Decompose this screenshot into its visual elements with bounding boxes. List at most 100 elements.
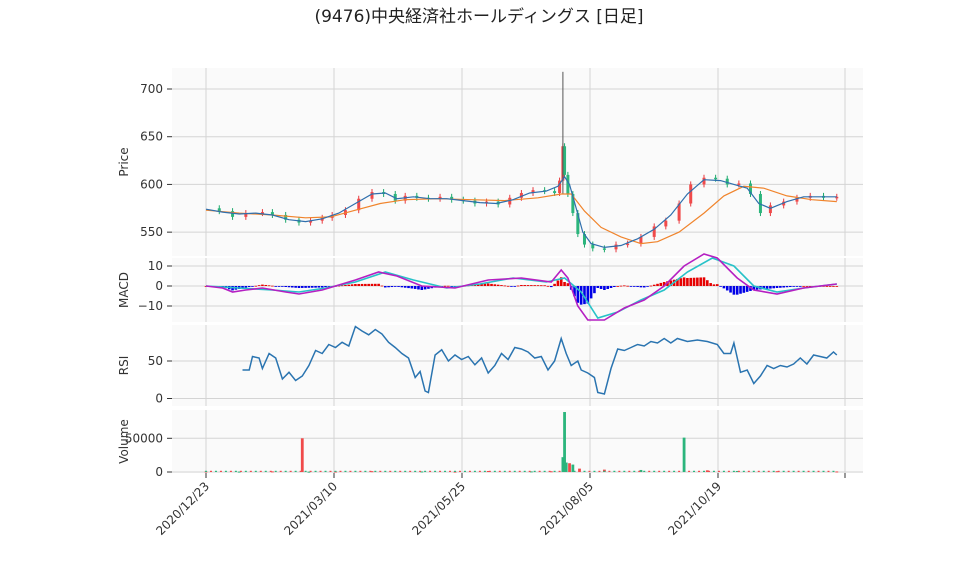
rsi-axis-label: RSI xyxy=(117,356,131,376)
date-axis: 2020/12/23 2021/03/10 2021/05/25 2021/08/05… xyxy=(153,473,846,538)
volume-baseline-bar xyxy=(588,470,591,472)
macd-histogram-bar xyxy=(662,282,666,286)
macd-histogram-bar xyxy=(317,286,321,288)
candle-body xyxy=(702,177,706,185)
macd-histogram-bar xyxy=(423,286,427,290)
macd-signal-line xyxy=(205,257,837,319)
volume-axis-label: Volume xyxy=(117,419,131,464)
volume-baseline-bar xyxy=(369,470,372,472)
volume-baseline-bar xyxy=(802,470,805,472)
macd-ytick-label-2: 10 xyxy=(148,259,163,273)
volume-bar xyxy=(639,469,643,472)
candle-body xyxy=(714,177,718,180)
volume-baseline-bar xyxy=(444,470,447,472)
volume-baseline-bar xyxy=(304,470,307,472)
macd-histogram-bar xyxy=(785,286,789,288)
macd-histogram-bar xyxy=(686,278,689,286)
volume-baseline-bar xyxy=(693,470,696,472)
candle-body xyxy=(768,205,772,214)
macd-histogram-bar xyxy=(652,284,656,286)
macd-histogram-bar xyxy=(420,286,424,290)
candle-body xyxy=(519,193,523,198)
candle-body xyxy=(725,178,729,185)
volume-baseline-bar xyxy=(543,470,546,472)
candle-body xyxy=(244,213,248,217)
candle-body xyxy=(576,213,580,235)
volume-baseline-bar xyxy=(249,470,252,472)
macd-axis-label: MACD xyxy=(117,272,131,308)
volume-ytick-label-0: 0 xyxy=(155,465,163,479)
volume-baseline-bar xyxy=(817,470,820,472)
macd-ytick-label-0: −10 xyxy=(138,299,163,313)
date-tick-label-0: 2020/12/23 xyxy=(153,479,212,538)
candle-body xyxy=(795,197,799,202)
macd-histogram-bar xyxy=(307,286,311,288)
macd-histogram-bar xyxy=(566,283,570,286)
macd-histogram-bar xyxy=(476,284,480,286)
macd-histogram-bar xyxy=(241,286,244,289)
volume-baseline-bar xyxy=(314,470,317,472)
volume-baseline-bar xyxy=(414,470,417,472)
macd-histogram-bar xyxy=(344,285,347,286)
macd-histogram-bar xyxy=(626,285,629,287)
macd-histogram-bar xyxy=(702,277,706,286)
price-axis-label: Price xyxy=(117,147,131,176)
candle-body xyxy=(270,212,274,215)
macd-histogram-bar xyxy=(357,283,361,286)
macd-histogram-bar xyxy=(735,286,739,295)
macd-histogram-bar xyxy=(639,286,643,288)
volume-baseline-bar xyxy=(732,470,735,472)
macd-histogram-bar xyxy=(387,286,390,288)
volume-baseline-bar xyxy=(384,470,387,472)
macd-histogram-bar xyxy=(291,286,294,288)
volume-baseline-bar xyxy=(832,470,835,472)
volume-baseline-bar xyxy=(264,470,267,472)
macd-histogram-bar xyxy=(609,286,613,288)
macd-histogram-bar xyxy=(486,283,490,286)
candle-body xyxy=(835,196,839,199)
volume-baseline-bar xyxy=(573,470,576,472)
volume-baseline-bar xyxy=(673,470,676,472)
macd-histogram-bar xyxy=(629,286,633,287)
macd-histogram-bar xyxy=(682,277,686,286)
candle-body xyxy=(284,214,288,220)
volume-baseline-bar xyxy=(762,470,765,472)
macd-histogram-bar xyxy=(530,285,533,286)
volume-baseline-bar xyxy=(812,470,815,472)
macd-histogram-bar xyxy=(354,284,357,286)
volume-baseline-bar xyxy=(379,470,382,472)
volume-baseline-bar xyxy=(747,470,750,472)
macd-histogram-bar xyxy=(549,286,553,288)
macd-histogram-bar xyxy=(360,283,364,286)
volume-baseline-bar xyxy=(688,470,691,472)
macd-histogram-bar xyxy=(706,280,709,286)
macd-histogram-bar xyxy=(559,277,563,286)
macd-histogram-bar xyxy=(709,283,712,286)
macd-histogram-bar xyxy=(616,286,619,287)
macd-histogram-bar xyxy=(540,285,543,287)
macd-histogram-bar xyxy=(281,286,284,287)
candle-body xyxy=(602,248,606,250)
volume-baseline-bar xyxy=(483,470,486,472)
macd-histogram-bar xyxy=(642,286,646,288)
chart-title: (9476)中央経済社ホールディングス [日足] xyxy=(314,7,644,27)
macd-histogram-bar xyxy=(692,277,696,286)
volume-baseline-bar xyxy=(603,470,606,472)
volume-baseline-bar xyxy=(737,470,740,472)
date-tick-label-3: 2021/08/05 xyxy=(537,479,596,538)
volume-baseline-bar xyxy=(613,470,616,472)
volume-baseline-bar xyxy=(822,470,825,472)
macd-histogram-bar xyxy=(742,286,746,293)
volume-baseline-bar xyxy=(513,470,516,472)
volume-baseline-bar xyxy=(364,470,367,472)
volume-bar xyxy=(529,471,533,473)
macd-histogram-bar xyxy=(443,285,447,287)
candle-body xyxy=(357,198,361,211)
macd-histogram-bar xyxy=(619,285,623,287)
macd-histogram-bar xyxy=(755,286,759,290)
price-ytick-label-1: 600 xyxy=(140,177,163,191)
candle-body xyxy=(758,193,762,214)
volume-baseline-bar xyxy=(698,470,701,472)
volume-baseline-bar xyxy=(239,470,242,472)
